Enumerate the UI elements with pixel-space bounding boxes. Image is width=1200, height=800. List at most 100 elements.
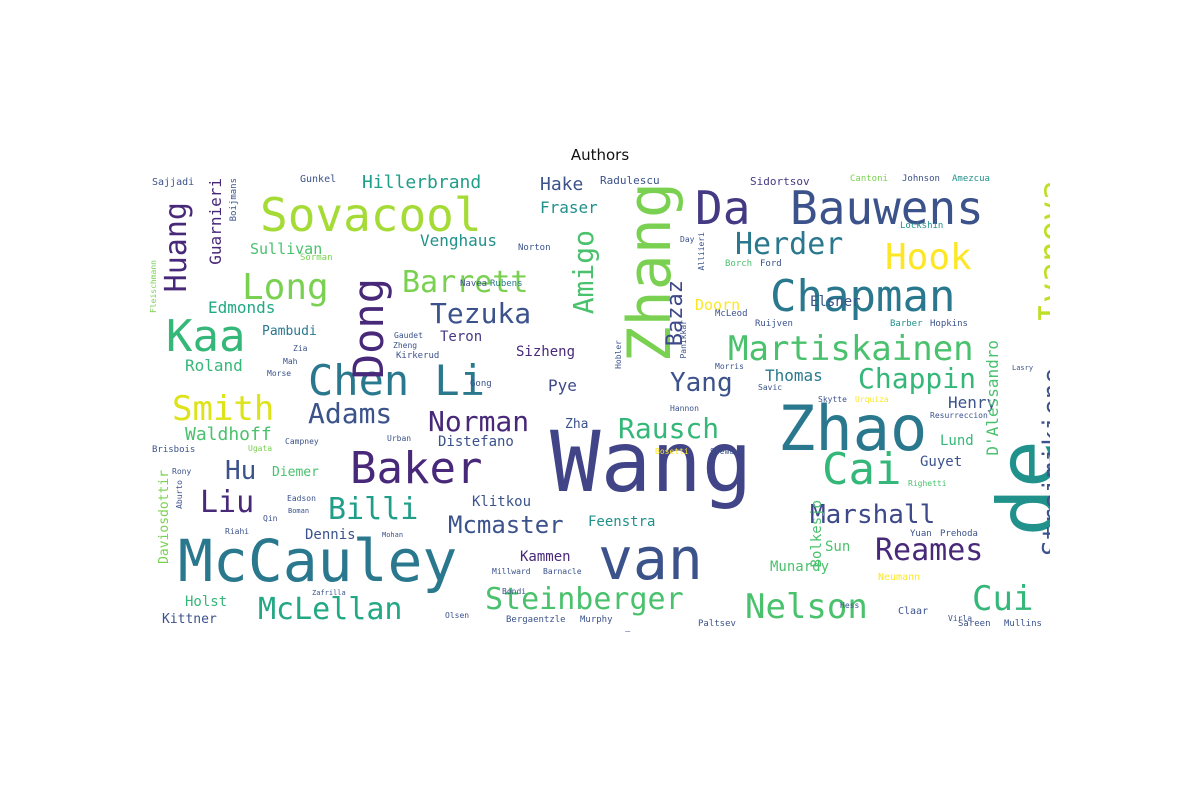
word-resurreccion: Resurreccion <box>930 411 988 420</box>
word-klitkou: Klitkou <box>472 494 532 510</box>
word-nelson: Nelson <box>745 587 868 627</box>
word-mcmaster: Mcmaster <box>448 511 564 539</box>
word-morris: Morris <box>715 362 744 371</box>
word-hess: Hess <box>840 601 860 610</box>
word-kaa: Kaa <box>166 311 246 362</box>
word-lund: Lund <box>940 433 974 449</box>
word-gong: Gong <box>470 379 492 389</box>
word-billi: Billi <box>328 492 419 527</box>
word-hu: Hu <box>225 456 257 486</box>
word-liu: Liu <box>200 485 255 520</box>
word-chen-li: Chen Li <box>308 356 486 405</box>
word-borch: Borch <box>725 259 753 269</box>
word-johnson: Johnson <box>902 174 940 184</box>
word-ugata: Ugata <box>248 444 273 453</box>
word-long: Long <box>242 267 329 308</box>
word-da: Da <box>695 181 751 235</box>
word-kammen: Kammen <box>520 549 571 565</box>
word-fleischmann: Fleischmann <box>150 260 158 313</box>
word-reames: Reames <box>875 533 984 568</box>
word-steinberger: Steinberger <box>485 582 684 617</box>
word-sajjadi: Sajjadi <box>152 177 195 188</box>
word-eadson: Eadson <box>287 494 316 503</box>
word-streimikiene: Streimikiene <box>1038 368 1050 556</box>
word-amezcua: Amezcua <box>952 174 990 184</box>
word-baker: Baker <box>350 443 483 494</box>
word-mullins: Mullins <box>1004 619 1042 629</box>
word-campney: Campney <box>285 437 319 446</box>
word-cai: Cai <box>822 444 902 495</box>
word-barnacle: Barnacle <box>543 567 582 576</box>
word-millward: Millward <box>492 567 531 576</box>
word-savic: Savic <box>758 383 783 392</box>
word-gaudet: Gaudet <box>394 331 423 340</box>
word-mcleod: McLeod <box>715 309 748 319</box>
word-chapman: Chapman <box>770 271 956 322</box>
word-sorman: Sorman <box>300 253 333 263</box>
word-neumann: Neumann <box>878 572 921 583</box>
word-zhao: Zhao <box>778 392 928 465</box>
word-wang: Wang <box>550 413 753 511</box>
word-herder: Herder <box>735 227 844 262</box>
word-cantoni: Cantoni <box>850 174 888 184</box>
word-ruijven: Ruijven <box>755 319 793 329</box>
word-gunkel: Gunkel <box>300 174 337 185</box>
word-barber: Barber <box>890 319 923 329</box>
word-zafrilla: Zafrilla <box>312 589 346 597</box>
word-van: van <box>598 525 703 593</box>
word-distefano: Distefano <box>438 434 514 450</box>
word-claar: Claar <box>898 606 929 617</box>
word-sidortsov: Sidortsov <box>750 175 810 188</box>
word-diemer: Diemer <box>272 465 319 480</box>
word-boijmans: Boijmans <box>229 178 239 222</box>
word-amigo: Amigo <box>567 230 600 315</box>
word-morse: Morse <box>267 369 292 378</box>
word-mohan: Mohan <box>382 531 404 539</box>
word-marshall: Marshall <box>810 500 936 530</box>
word-bosetti: Bosetti <box>655 447 689 456</box>
word-smith: Smith <box>172 389 275 429</box>
word-yang: Yang <box>670 368 733 398</box>
word-ford: Ford <box>760 259 782 269</box>
word-munardy: Munardy <box>770 559 830 575</box>
chart-title: Authors <box>570 146 630 164</box>
word-sizheng: Sizheng <box>516 344 576 360</box>
word-sovacool: Sovacool <box>260 188 482 242</box>
word-lasry: Lasry <box>1012 364 1034 372</box>
word-guarnieri: Guarnieri <box>206 178 225 265</box>
word-urban: Urban <box>387 434 412 443</box>
word-hopkins: Hopkins <box>930 319 968 329</box>
word-adams: Adams <box>308 397 393 430</box>
word-henry: Henry <box>948 393 997 412</box>
word-elsner: Elsner <box>810 294 861 310</box>
word-huang: Huang <box>159 202 194 293</box>
word-bolkesjo: Bolkesjo <box>809 500 825 568</box>
word-barrett: Barrett <box>402 265 529 300</box>
word-urquiza: Urquiza <box>855 395 889 404</box>
word-murphy: Murphy <box>580 615 613 625</box>
word-hobler: Hobler <box>614 340 623 369</box>
word-dong: Dong <box>344 278 393 380</box>
word-mah: Mah <box>283 357 298 366</box>
word-rausch: Rausch <box>618 412 720 445</box>
word-radulescu: Radulescu <box>600 174 660 187</box>
word-qin: Qin <box>263 514 278 523</box>
word-hake: Hake <box>540 174 584 195</box>
word-olsen: Olsen <box>445 611 470 620</box>
word-bergaentzle: Bergaentzle <box>506 615 566 625</box>
word-pye: Pye <box>548 376 577 395</box>
word-sullivan: Sullivan <box>250 240 323 258</box>
word-hook: Hook <box>885 237 972 278</box>
word-virla: Virla <box>948 614 973 623</box>
word-fraser: Fraser <box>540 198 598 217</box>
word-zha: Zha <box>565 417 589 432</box>
word-brisbois: Brisbois <box>152 445 196 455</box>
word-prehoda: Prehoda <box>940 529 978 539</box>
word-doorn: Doorn <box>695 296 741 314</box>
word-hillerbrand: Hillerbrand <box>362 172 482 193</box>
word-pambudi: Pambudi <box>262 324 317 339</box>
word-skytte: Skytte <box>818 395 847 404</box>
word-norman: Norman <box>428 405 530 438</box>
word-waldhoff: Waldhoff <box>185 424 272 445</box>
word-mclellan: McLellan <box>258 592 403 627</box>
